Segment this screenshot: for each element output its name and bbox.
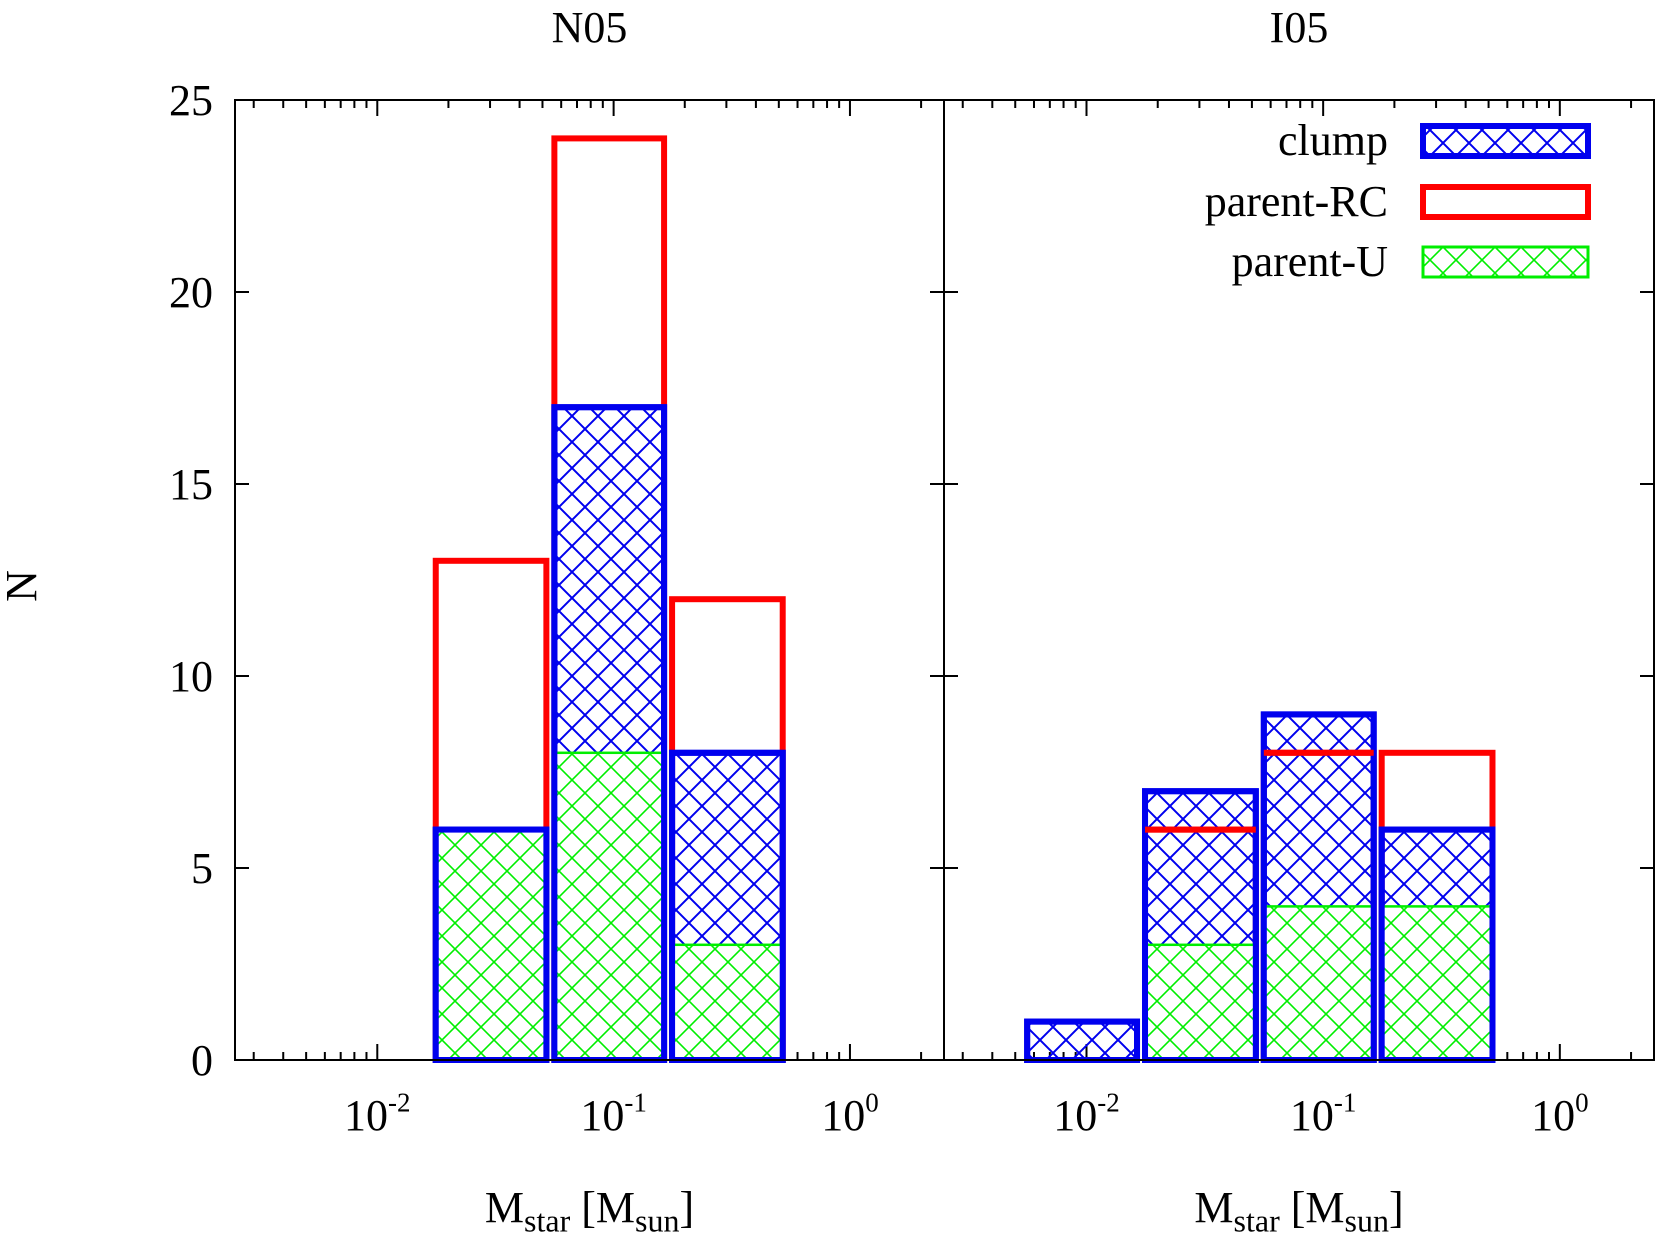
clump-bar (1024, 1018, 1141, 1063)
legend-label: parent-RC (1205, 177, 1388, 226)
legend-label: parent-U (1232, 237, 1388, 286)
legend-swatch (1420, 123, 1591, 159)
panel-i05: I05 10-2 10-1 100 Mstar [Msun] (943, 3, 1655, 1239)
y-tick-label: 0 (191, 1036, 213, 1085)
x-axis-label: Mstar [Msun] (1194, 1183, 1403, 1239)
parent-u-bar (553, 751, 666, 1062)
parent-u-bar (1143, 943, 1258, 1062)
plot-frame (943, 99, 1655, 1061)
y-tick-label: 10 (169, 652, 213, 701)
parent-u-bar (1380, 905, 1494, 1062)
legend: clump parent-RC parent-U (1205, 116, 1591, 286)
parent-u-bar (670, 943, 784, 1062)
x-tick-label: 10-2 (344, 1088, 411, 1140)
y-tick-label: 5 (191, 844, 213, 893)
y-tick-label: 15 (169, 460, 213, 509)
y-tick-label: 25 (169, 76, 213, 125)
x-tick-label: 100 (821, 1088, 879, 1140)
x-axis-label: Mstar [Msun] (485, 1183, 694, 1239)
y-tick-label: 20 (169, 268, 213, 317)
legend-label: clump (1278, 116, 1388, 165)
x-tick-label: 10-1 (580, 1088, 647, 1140)
parent-u-bar (1262, 905, 1375, 1062)
panel-title: N05 (552, 3, 628, 52)
parent-u-bar (434, 828, 548, 1062)
panel-title: I05 (1270, 3, 1329, 52)
x-tick-label: 10-2 (1053, 1088, 1120, 1140)
x-tick-label: 10-1 (1290, 1088, 1357, 1140)
legend-swatch (1420, 184, 1591, 220)
legend-swatch (1421, 245, 1590, 279)
y-axis-label: N (0, 570, 46, 602)
panel-n05: N05 0 5 10 15 20 25 10-2 10-1 100 Mstar [Msun] (169, 3, 945, 1239)
x-tick-label: 100 (1531, 1088, 1589, 1140)
